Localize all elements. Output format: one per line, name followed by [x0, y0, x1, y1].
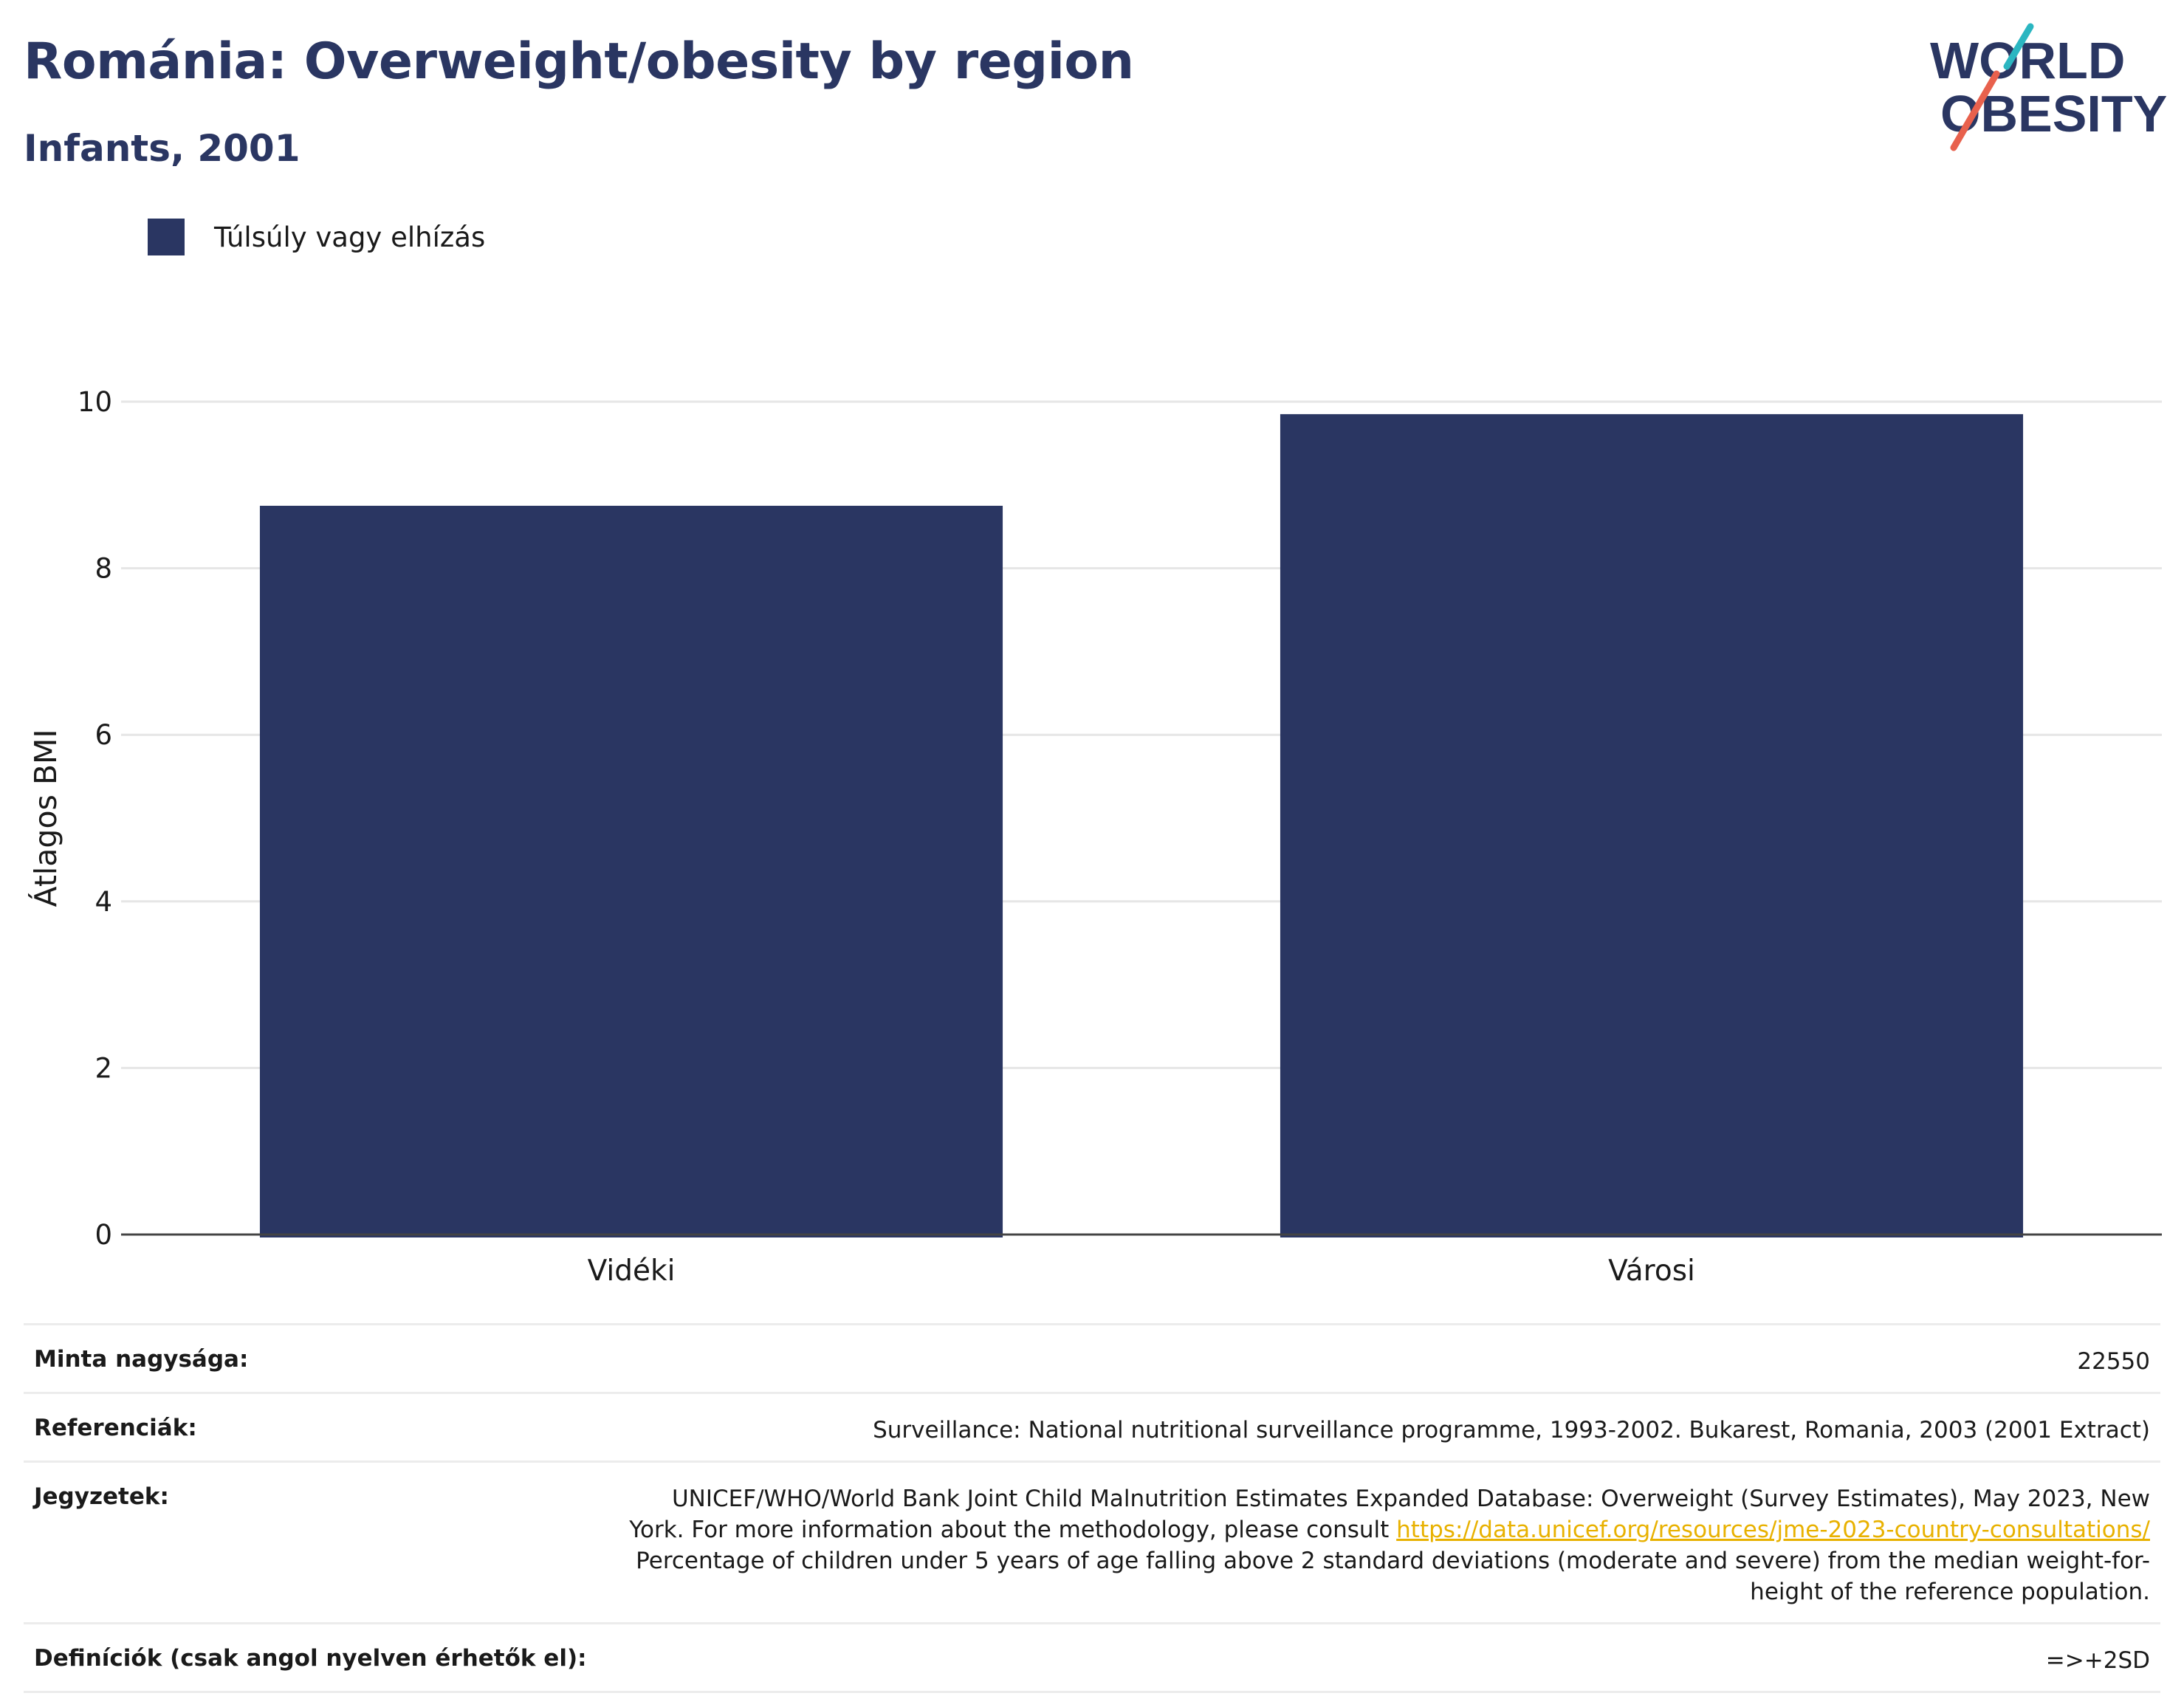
definitions-label: Definíciók (csak angol nyelven érhetők e… [34, 1645, 587, 1672]
notes-text-before-link: UNICEF/WHO/World Bank Joint Child Malnut… [629, 1486, 2150, 1543]
bar-chart: 0 2 4 6 8 10 Vidéki Városi Átlagos BMI [28, 386, 2162, 1288]
logo-word-obesity: OBESITY [1940, 85, 2167, 143]
y-tick-label: 8 [95, 553, 112, 585]
logo-coral-slash [1950, 70, 2000, 151]
meta-row-notes: Jegyzetek: UNICEF/WHO/World Bank Joint C… [24, 1460, 2160, 1622]
notes-label: Jegyzetek: [34, 1483, 169, 1510]
chart-title: Románia: Overweight/obesity by region [24, 32, 1134, 91]
sample-size-value: 22550 [2077, 1348, 2150, 1375]
meta-row-references: Referenciák: Surveillance: National nutr… [24, 1392, 2160, 1460]
notes-text-after-link: Percentage of children under 5 years of … [636, 1548, 2150, 1605]
legend-swatch [148, 219, 185, 255]
chart-subtitle: Infants, 2001 [24, 127, 301, 170]
meta-row-definitions: Definíciók (csak angol nyelven érhetők e… [24, 1622, 2160, 1693]
y-tick-label: 2 [95, 1052, 112, 1084]
y-axis-title: Átlagos BMI [28, 729, 63, 907]
bar [259, 506, 1003, 1237]
y-tick-label: 6 [95, 719, 112, 751]
metadata-table: Minta nagysága: 22550 Referenciák: Surve… [24, 1323, 2160, 1693]
notes-value: UNICEF/WHO/World Bank Joint Child Malnut… [614, 1483, 2150, 1607]
references-value: Surveillance: National nutritional surve… [873, 1417, 2150, 1443]
world-obesity-logo: WORLD OBESITY [1930, 23, 2167, 151]
logo-word-world: WORLD [1930, 32, 2125, 89]
logo-teal-slash [2003, 23, 2034, 70]
sample-size-label: Minta nagysága: [34, 1346, 249, 1373]
y-tick-label: 10 [78, 386, 112, 418]
bar [1280, 413, 2024, 1238]
methodology-link[interactable]: https://data.unicef.org/resources/jme-20… [1396, 1517, 2150, 1543]
x-tick-label: Városi [1608, 1254, 1695, 1288]
meta-row-sample-size: Minta nagysága: 22550 [24, 1323, 2160, 1392]
legend: Túlsúly vagy elhízás [148, 219, 485, 255]
y-tick-label: 4 [95, 886, 112, 918]
legend-label: Túlsúly vagy elhízás [214, 221, 486, 253]
references-label: Referenciák: [34, 1415, 197, 1441]
y-tick-label: 0 [95, 1219, 112, 1251]
x-tick-label: Vidéki [588, 1254, 676, 1288]
definitions-value: =>+2SD [2045, 1647, 2150, 1674]
